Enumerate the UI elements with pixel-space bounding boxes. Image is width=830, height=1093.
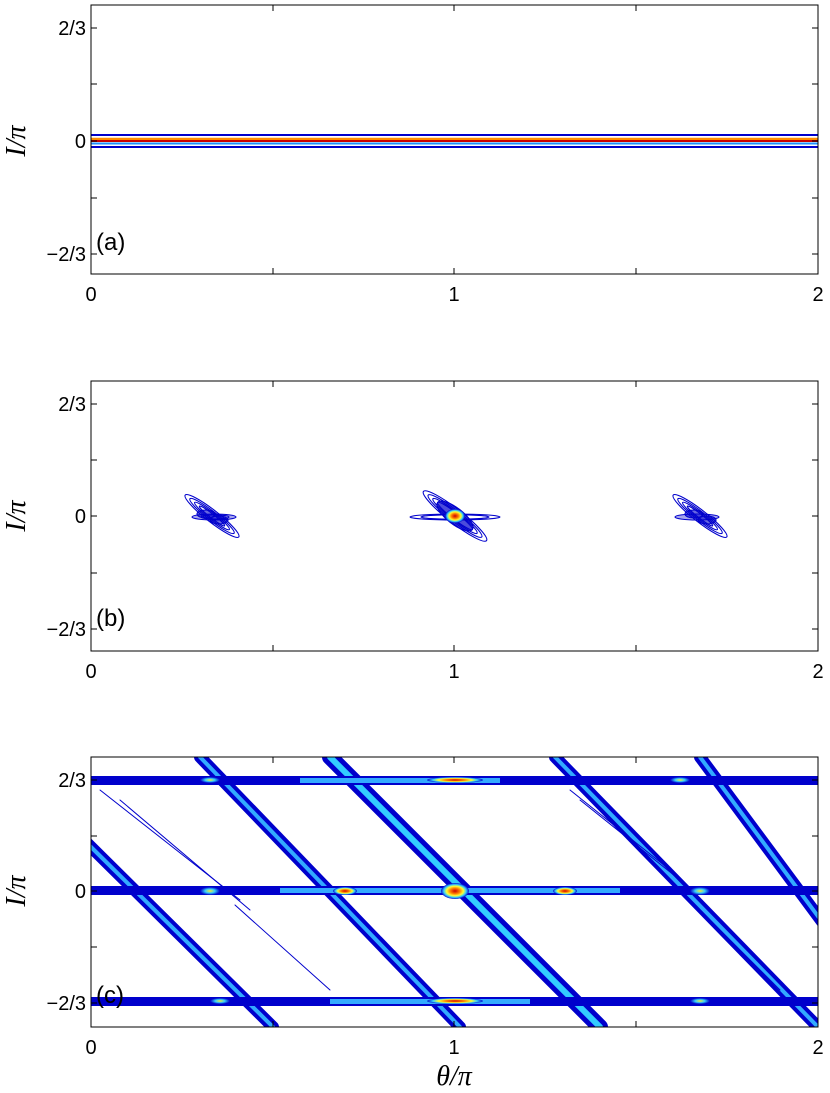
panel-label-a: (a): [96, 229, 125, 256]
panel-c: 2/3 0 −2/3 0 1 2 I/π θ/π (c): [1, 756, 824, 1092]
ylabel-a: I/π: [1, 124, 32, 157]
horizontal-band-top: [91, 776, 818, 785]
panel-c-plot-area: [91, 757, 818, 1027]
xtick-c-2: 2: [812, 1037, 823, 1059]
ytick-a-mid: 0: [75, 131, 86, 153]
ytick-b-top: 2/3: [58, 394, 86, 416]
ylabel-b: I/π: [1, 499, 32, 532]
xtick-b-2: 2: [812, 661, 823, 683]
peak-b-right: [672, 493, 728, 539]
ytick-a-top: 2/3: [58, 18, 86, 40]
xtick-a-0: 0: [85, 284, 96, 306]
xlabel-c: θ/π: [436, 1061, 473, 1092]
ytick-c-mid: 0: [75, 881, 86, 903]
xtick-b-0: 0: [85, 661, 96, 683]
xtick-c-1: 1: [448, 1037, 459, 1059]
ytick-a-bottom: −2/3: [47, 244, 86, 266]
ylabel-c: I/π: [1, 874, 32, 907]
peak-b-left: [184, 493, 240, 539]
panel-label-c: (c): [96, 982, 124, 1009]
xtick-a-2: 2: [812, 284, 823, 306]
horizontal-band-mid: [91, 883, 818, 899]
ytick-c-top: 2/3: [58, 770, 86, 792]
xtick-b-1: 1: [448, 661, 459, 683]
xtick-c-0: 0: [85, 1037, 96, 1059]
xtick-a-1: 1: [448, 284, 459, 306]
panel-a-ticks: [91, 5, 818, 274]
panel-a-plot-area: [91, 134, 818, 148]
ytick-c-bottom: −2/3: [47, 993, 86, 1015]
ytick-b-bottom: −2/3: [47, 619, 86, 641]
horizontal-band-bottom: [91, 997, 818, 1006]
panel-a: 2/3 0 −2/3 0 1 2 I/π (a): [1, 4, 824, 306]
panel-label-b: (b): [96, 605, 125, 632]
ytick-b-mid: 0: [75, 506, 86, 528]
panel-c-ticks: [91, 757, 818, 1027]
panel-b: 2/3 0 −2/3 0 1 2 I/π (b): [1, 380, 824, 683]
peak-b-center: [409, 490, 501, 542]
panel-b-ticks: [91, 381, 818, 651]
panel-b-plot-area: [184, 490, 728, 542]
